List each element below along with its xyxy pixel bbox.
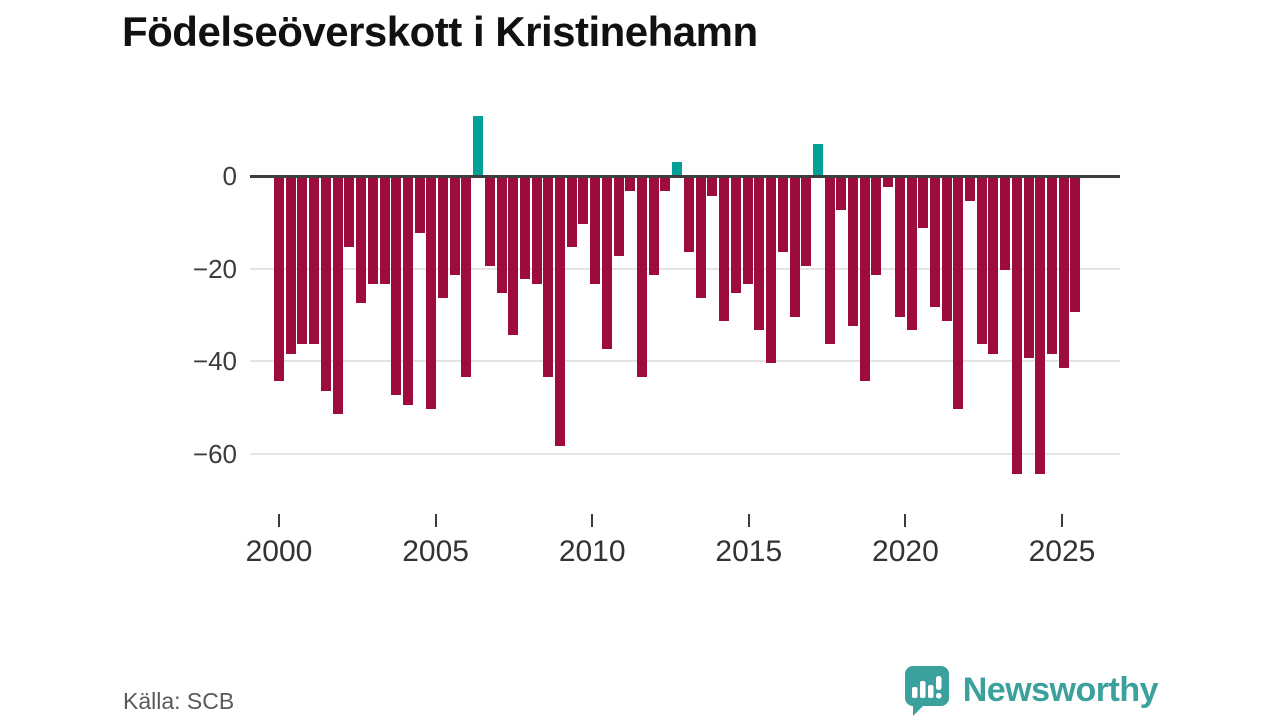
bar-negative bbox=[918, 177, 929, 229]
bar-negative bbox=[625, 177, 636, 192]
bar-negative bbox=[1046, 177, 1057, 354]
bar-negative bbox=[906, 177, 917, 331]
bar-negative bbox=[508, 177, 519, 336]
bar-negative bbox=[801, 177, 812, 266]
bar-negative bbox=[883, 177, 894, 187]
x-tick-label: 2000 bbox=[245, 535, 313, 568]
bar-negative bbox=[449, 177, 460, 275]
y-tick-label: −20 bbox=[192, 253, 237, 284]
bar-negative bbox=[332, 177, 343, 414]
bar-negative bbox=[824, 177, 835, 345]
bar-negative bbox=[391, 177, 402, 396]
bar-negative bbox=[1011, 177, 1022, 475]
bar-negative bbox=[848, 177, 859, 326]
bar-negative bbox=[402, 177, 413, 405]
bar-negative bbox=[566, 177, 577, 248]
bar-negative bbox=[859, 177, 870, 382]
bar-negative bbox=[484, 177, 495, 266]
bar-negative bbox=[719, 177, 730, 322]
bar-negative bbox=[941, 177, 952, 322]
bar-negative bbox=[777, 177, 788, 252]
bar-negative bbox=[871, 177, 882, 275]
bar-negative bbox=[1000, 177, 1011, 271]
bar-negative bbox=[578, 177, 589, 224]
bar-negative bbox=[297, 177, 308, 345]
bar-negative bbox=[894, 177, 905, 317]
x-tick-mark bbox=[747, 514, 750, 527]
x-tick-label: 2020 bbox=[872, 535, 939, 568]
zero-baseline bbox=[250, 175, 1120, 178]
gridline bbox=[250, 360, 1120, 363]
brand-wordmark: Newsworthy bbox=[962, 670, 1159, 709]
y-tick-label: −40 bbox=[192, 346, 237, 377]
bar-negative bbox=[836, 177, 847, 210]
bar-negative bbox=[929, 177, 940, 308]
bar-negative bbox=[426, 177, 437, 410]
bar-negative bbox=[742, 177, 753, 285]
bar-negative bbox=[988, 177, 999, 354]
bar-positive bbox=[672, 162, 683, 176]
gridline bbox=[250, 453, 1120, 456]
x-tick-label: 2025 bbox=[1028, 535, 1096, 568]
bar-negative bbox=[648, 177, 659, 275]
bar-negative bbox=[695, 177, 706, 298]
x-tick-mark bbox=[1061, 514, 1063, 527]
source-note: Källa: SCB bbox=[123, 688, 235, 714]
x-tick-mark bbox=[591, 514, 594, 527]
bar-positive bbox=[812, 143, 823, 176]
bar-negative bbox=[555, 177, 566, 447]
newsworthy-logo: Newsworthy bbox=[901, 664, 1159, 716]
bar-negative bbox=[1070, 177, 1081, 312]
bar-negative bbox=[754, 177, 765, 331]
bar-negative bbox=[309, 177, 320, 345]
bar-negative bbox=[367, 177, 378, 285]
bar-negative bbox=[660, 177, 671, 192]
bar-negative bbox=[285, 177, 296, 354]
bar-negative bbox=[496, 177, 507, 294]
bar-negative bbox=[274, 177, 284, 382]
bar-negative bbox=[730, 177, 741, 294]
bar-negative bbox=[344, 177, 355, 248]
bar-negative bbox=[379, 177, 390, 285]
x-tick-label: 2005 bbox=[402, 535, 469, 568]
gridline bbox=[250, 267, 1120, 270]
bar-negative bbox=[636, 177, 647, 377]
bar-negative bbox=[601, 177, 612, 349]
bar-negative bbox=[965, 177, 976, 201]
bar-negative bbox=[1058, 177, 1069, 368]
bar-negative bbox=[766, 177, 777, 363]
bar-negative bbox=[461, 177, 472, 377]
bar-negative bbox=[438, 177, 449, 298]
x-tick-mark bbox=[278, 514, 280, 527]
x-tick-mark bbox=[904, 514, 907, 527]
bar-negative bbox=[519, 177, 530, 280]
bar-negative bbox=[953, 177, 964, 410]
bar-negative bbox=[789, 177, 800, 317]
x-tick-mark bbox=[434, 514, 437, 527]
bar-negative bbox=[976, 177, 987, 345]
y-tick-label: 0 bbox=[222, 161, 237, 191]
bar-negative bbox=[414, 177, 425, 234]
x-tick-label: 2015 bbox=[715, 535, 783, 568]
bar-negative bbox=[590, 177, 601, 285]
bar-negative bbox=[356, 177, 367, 303]
bar-negative bbox=[683, 177, 694, 252]
bar-negative bbox=[1023, 177, 1034, 359]
y-tick-label: −60 bbox=[192, 439, 237, 470]
bar-negative bbox=[320, 177, 331, 391]
bar-negative bbox=[543, 177, 554, 377]
page-title: Födelseöverskott i Kristinehamn bbox=[122, 8, 758, 55]
bar-negative bbox=[531, 177, 542, 285]
bar-negative bbox=[1035, 177, 1046, 475]
bar-positive bbox=[473, 115, 484, 176]
x-tick-label: 2010 bbox=[558, 535, 626, 568]
bar-negative bbox=[707, 177, 718, 197]
bar-negative bbox=[613, 177, 624, 257]
newsworthy-speech-bubble-chart-icon bbox=[904, 666, 949, 716]
